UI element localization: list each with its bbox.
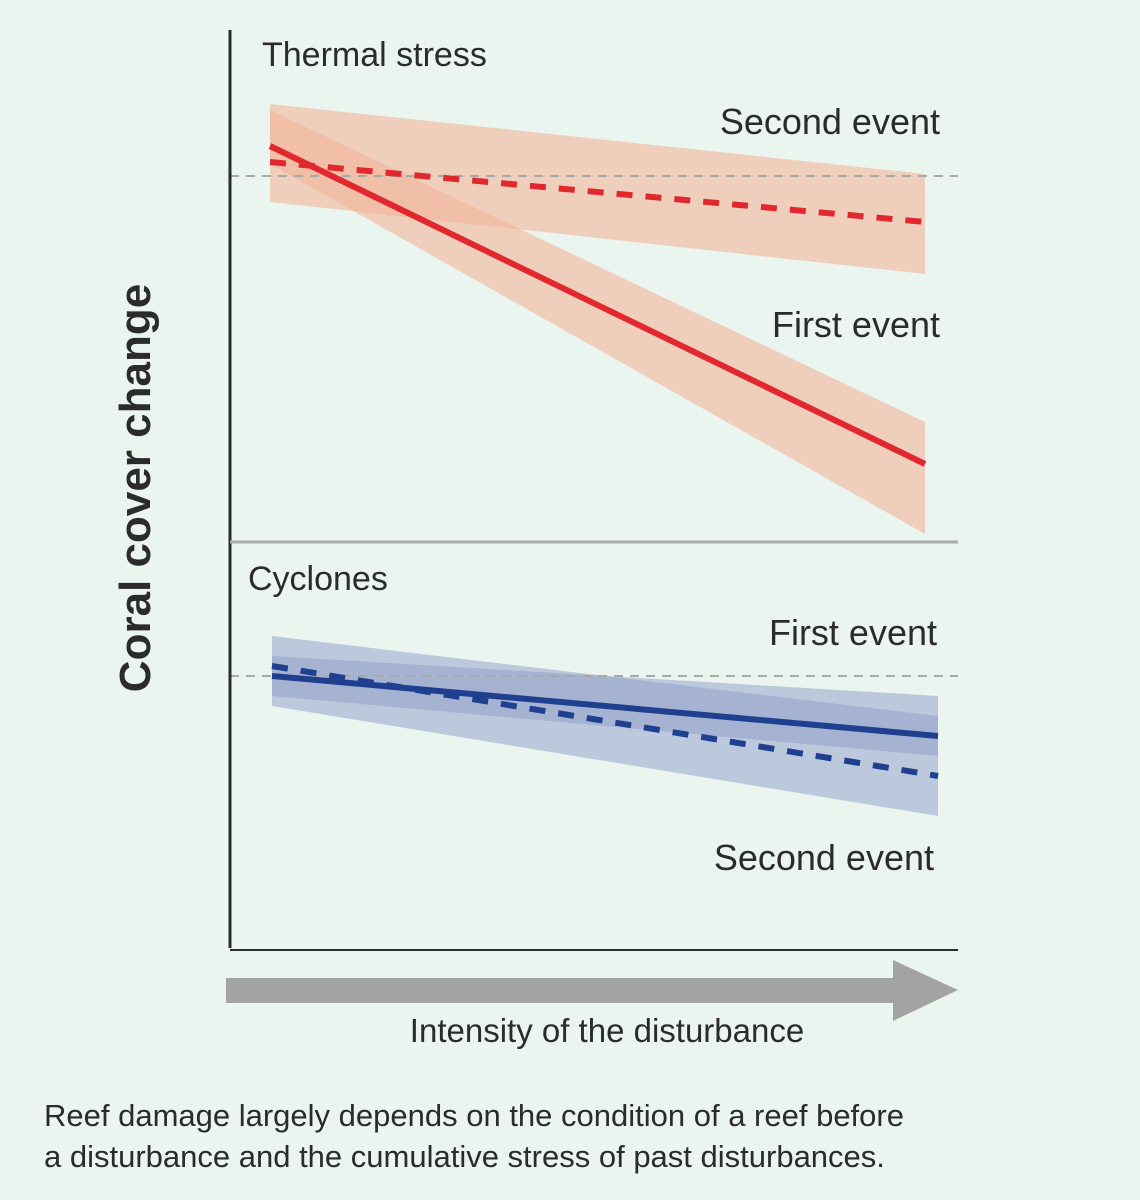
- thermal-first-event-line: [268, 143, 927, 467]
- series-lines: [268, 143, 939, 779]
- y-axis-label: Coral cover change: [111, 284, 160, 692]
- thermal-second-event-line: [269, 159, 926, 225]
- panel-title-cyclones: Cyclones: [248, 560, 388, 598]
- cyclone-second-event-ci-band: [272, 636, 938, 816]
- cyclone-first-event-label: First event: [769, 612, 937, 653]
- cyclone-second-event-label: Second event: [714, 837, 934, 878]
- panel-title-thermal: Thermal stress: [262, 36, 487, 74]
- thermal-first-event-ci-band: [270, 110, 925, 534]
- cyclone-second-event-line: [271, 663, 939, 779]
- x-axis-arrow-icon: [226, 960, 958, 1021]
- x-axis-label: Intensity of the disturbance: [410, 1012, 804, 1049]
- caption-line-2: a disturbance and the cumulative stress …: [44, 1139, 885, 1174]
- thermal-first-event-label: First event: [772, 304, 940, 345]
- cyclone-first-event-line: [271, 673, 939, 739]
- thermal-second-event-label: Second event: [720, 101, 940, 142]
- ci-bands: [270, 104, 938, 816]
- caption-line-1: Reef damage largely depends on the condi…: [44, 1098, 904, 1133]
